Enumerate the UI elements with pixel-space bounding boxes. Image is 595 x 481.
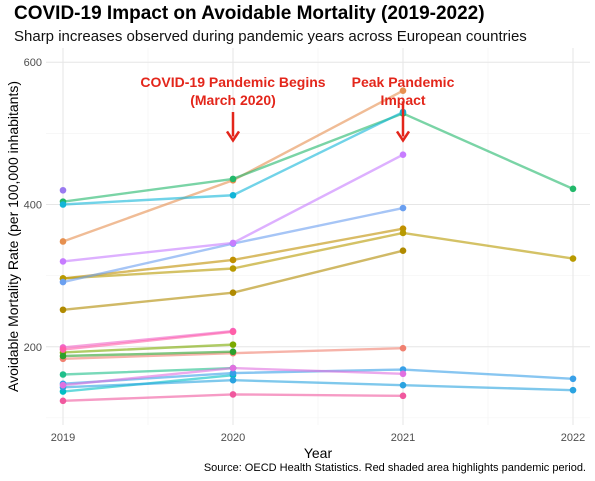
data-point <box>59 381 67 389</box>
series-line <box>61 343 235 354</box>
data-point <box>229 289 237 296</box>
data-point <box>399 229 407 237</box>
x-tick-label: 2021 <box>391 432 415 444</box>
annotation-label: COVID-19 Pandemic Begins (March 2020) <box>140 74 325 108</box>
data-point <box>399 151 407 158</box>
data-point <box>399 381 407 389</box>
data-point <box>399 204 407 212</box>
series-line <box>61 112 575 203</box>
data-point <box>229 265 237 272</box>
annotation-layer: COVID-19 Pandemic Begins (March 2020) Peak… <box>140 74 455 143</box>
data-point <box>59 186 67 194</box>
y-tick-label: 400 <box>24 199 42 211</box>
data-point <box>59 201 67 208</box>
data-point <box>59 352 67 360</box>
axis-layer: 200 400 600 2019 2020 2021 2022 Year Avoidable M… <box>5 57 585 461</box>
chart-caption: Source: OECD Health Statistics. Red shad… <box>203 462 586 474</box>
data-point <box>59 397 67 405</box>
data-point <box>229 348 237 356</box>
x-tick-label: 2020 <box>221 432 245 444</box>
annotation-arrow-head <box>395 130 411 143</box>
series-line <box>61 366 235 376</box>
data-point <box>229 391 237 398</box>
series-line <box>61 231 575 280</box>
annotation-arrow-head <box>225 130 241 143</box>
data-point <box>229 376 237 384</box>
y-axis-label: Avoidable Mortality Rate (per 100,000 in… <box>5 81 21 392</box>
x-tick-label: 2019 <box>51 432 75 444</box>
data-point <box>59 306 67 314</box>
data-point <box>569 386 577 394</box>
data-point <box>59 371 67 378</box>
data-point <box>229 239 237 247</box>
x-axis-label: Year <box>304 445 333 461</box>
data-point <box>399 392 407 400</box>
data-point <box>569 185 577 193</box>
data-point <box>229 341 237 348</box>
grid <box>46 48 590 425</box>
chart-title: COVID-19 Impact on Avoidable Mortality (… <box>14 3 485 24</box>
x-tick-label: 2022 <box>561 432 585 444</box>
data-point <box>229 328 237 336</box>
data-point <box>59 278 67 286</box>
point-layer <box>59 87 577 405</box>
annotation-label: Peak Pandemic Impact <box>352 74 455 108</box>
y-tick-label: 200 <box>24 342 42 354</box>
series-line <box>61 378 575 392</box>
data-point <box>229 364 237 372</box>
series-line <box>61 350 235 358</box>
data-point <box>229 191 237 199</box>
data-point <box>569 255 577 262</box>
data-point <box>399 344 407 352</box>
data-point <box>59 258 67 265</box>
y-tick-label: 600 <box>24 57 42 69</box>
data-point <box>59 238 67 245</box>
data-point <box>399 370 407 378</box>
data-point <box>399 87 407 94</box>
data-point <box>229 256 237 264</box>
chart-subtitle: Sharp increases observed during pandemic… <box>14 28 527 45</box>
data-point <box>569 375 577 383</box>
series-line <box>61 330 235 351</box>
data-point <box>229 369 237 377</box>
data-point <box>399 247 407 255</box>
data-point <box>59 346 67 353</box>
data-point <box>229 175 237 183</box>
